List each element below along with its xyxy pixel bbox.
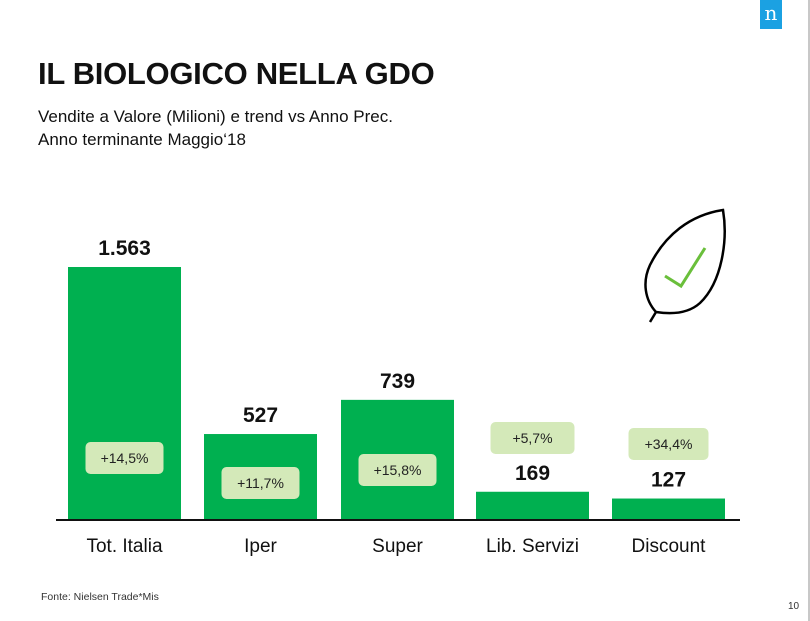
value-label: 739 [380,370,415,393]
trend-badge [358,454,437,486]
value-label: 127 [651,469,686,492]
value-label: 169 [515,462,550,485]
trend-label: +14,5% [101,450,149,466]
bar [68,267,181,519]
value-label: 1.563 [98,237,151,260]
category-label: Super [372,536,423,557]
subtitle-line1: Vendite a Valore (Milioni) e trend vs An… [38,107,393,126]
page-number: 10 [788,601,800,612]
trend-badge [221,467,300,499]
bar [612,498,725,519]
trend-label: +11,7% [237,475,284,491]
category-label: Discount [632,536,707,557]
category-label: Tot. Italia [86,536,162,557]
trend-label: +5,7% [512,430,552,446]
trend-label: +15,8% [374,462,422,478]
category-label: Iper [244,536,277,557]
trend-label: +34,4% [645,436,693,452]
trend-badge [85,442,164,474]
leaf-check-icon [644,208,726,323]
source-note: Fonte: Nielsen Trade*Mis [41,591,159,603]
page-title: IL BIOLOGICO NELLA GDO [38,56,435,91]
category-label: Lib. Servizi [486,536,579,557]
value-label: 527 [243,404,278,427]
trend-badge [490,422,575,454]
subtitle-line2: Anno terminante Maggio‘18 [38,130,246,149]
bar [476,491,589,519]
trend-badge [628,428,709,460]
nielsen-logo: n [760,0,782,29]
right-border [808,0,810,621]
